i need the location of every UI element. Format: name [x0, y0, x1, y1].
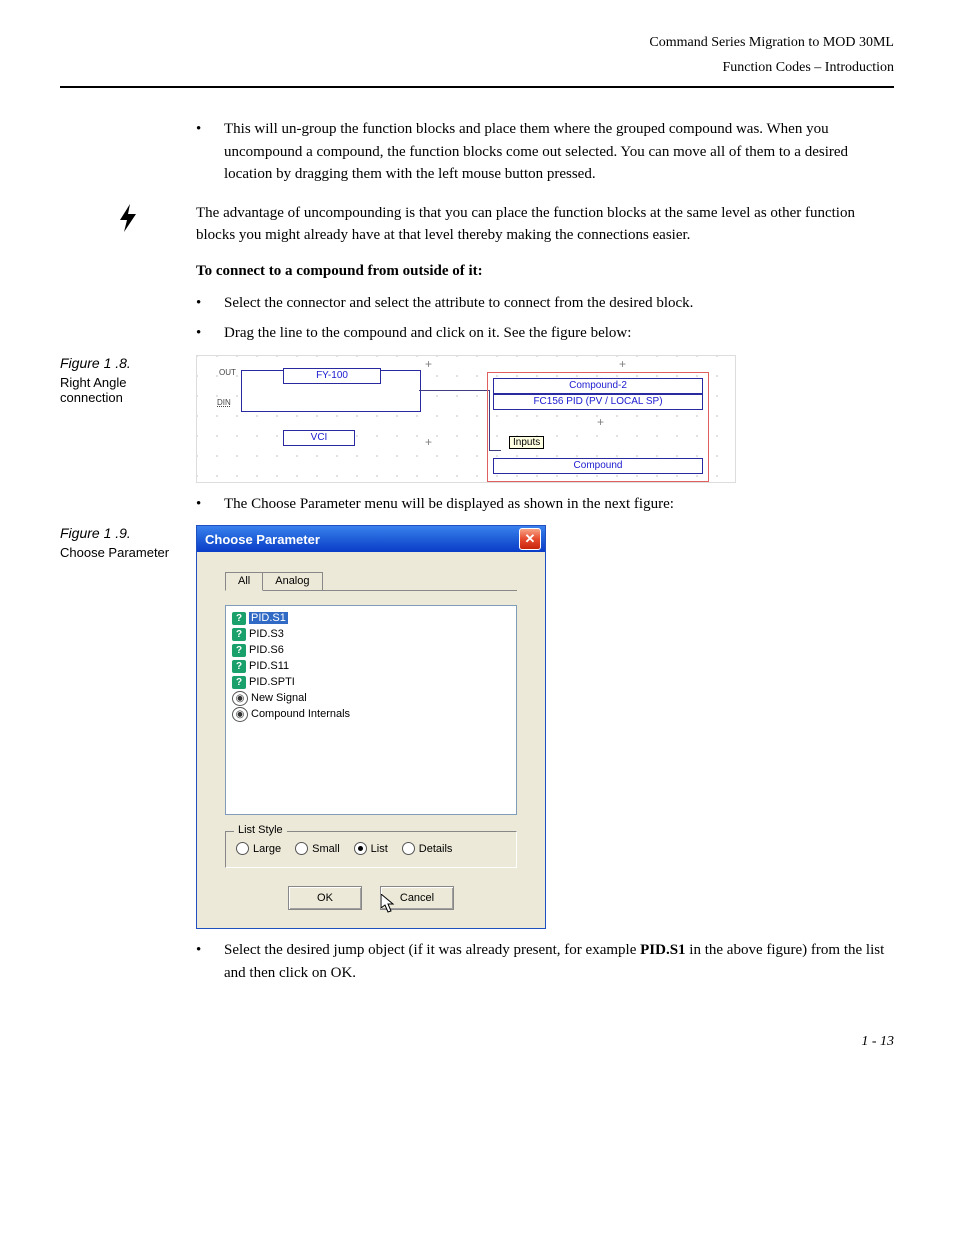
- close-button[interactable]: ✕: [519, 528, 541, 550]
- close-icon: ✕: [525, 531, 536, 547]
- question-icon: ?: [232, 628, 246, 641]
- note-text: The advantage of uncompounding is that y…: [196, 202, 894, 247]
- tab-all[interactable]: All: [225, 572, 263, 591]
- tooltip-inputs: Inputs: [509, 436, 544, 449]
- bullet-dot: •: [196, 292, 224, 315]
- list-style-fieldset: List Style LargeSmallListDetails: [225, 831, 517, 868]
- figure-1-9-caption: Choose Parameter: [60, 545, 169, 560]
- list-item-label: PID.S11: [249, 660, 289, 672]
- tab-underline: [225, 590, 517, 591]
- question-icon: ?: [232, 660, 246, 673]
- ok-button[interactable]: OK: [288, 886, 362, 910]
- list-item-label: New Signal: [251, 692, 307, 704]
- cancel-button[interactable]: Cancel: [380, 886, 454, 910]
- grid-plus: +: [619, 358, 626, 370]
- paragraph-1: This will un-group the function blocks a…: [224, 118, 894, 186]
- bullet-select-jump: Select the desired jump object (if it wa…: [224, 939, 894, 984]
- list-item-label: PID.S6: [249, 644, 284, 656]
- bullet-select-connector: Select the connector and select the attr…: [224, 292, 894, 315]
- figure-1-8-number: Figure 1 .8.: [60, 355, 186, 371]
- list-item-label: Compound Internals: [251, 708, 350, 720]
- grid-plus: +: [425, 358, 432, 370]
- radio-list[interactable]: List: [354, 842, 388, 855]
- dialog-title: Choose Parameter: [205, 532, 320, 547]
- list-item[interactable]: ◉New Signal: [230, 690, 512, 706]
- compound-title[interactable]: Compound-2: [493, 378, 703, 394]
- radio-icon: [354, 842, 367, 855]
- radio-small[interactable]: Small: [295, 842, 340, 855]
- radio-details[interactable]: Details: [402, 842, 453, 855]
- radio-label: Details: [419, 843, 453, 855]
- radio-label: Small: [312, 843, 340, 855]
- bullet-dot: •: [196, 322, 224, 345]
- choose-parameter-dialog: Choose Parameter ✕ AllAnalog ?PID.S1?PID…: [196, 525, 546, 929]
- block-fy100[interactable]: FY-100: [283, 368, 381, 384]
- list-item-label: PID.SPTI: [249, 676, 295, 688]
- bullet-dot: •: [196, 118, 224, 186]
- list-item[interactable]: ?PID.S3: [230, 626, 512, 642]
- radio-icon: [295, 842, 308, 855]
- list-style-radios: Large Small List Details: [236, 842, 506, 855]
- port-din-label: DIN: [217, 398, 231, 407]
- grid-plus: +: [425, 436, 432, 448]
- compound-subtitle: FC156 PID (PV / LOCAL SP): [493, 394, 703, 410]
- page-number: 1 - 13: [60, 1034, 894, 1050]
- bullet-drag-line: Drag the line to the compound and click …: [224, 322, 894, 345]
- question-icon: ?: [232, 644, 246, 657]
- list-item[interactable]: ?PID.S1: [230, 610, 512, 626]
- list-item[interactable]: ?PID.S6: [230, 642, 512, 658]
- header-line-1: Command Series Migration to MOD 30ML: [60, 30, 894, 55]
- radio-label: List: [371, 843, 388, 855]
- header-line-2: Function Codes – Introduction: [60, 55, 894, 80]
- parameter-listbox[interactable]: ?PID.S1?PID.S3?PID.S6?PID.S11?PID.SPTI◉N…: [225, 605, 517, 815]
- list-item[interactable]: ?PID.S11: [230, 658, 512, 674]
- radio-icon: [402, 842, 415, 855]
- block-vci[interactable]: VCI: [283, 430, 355, 446]
- compound-button[interactable]: Compound: [493, 458, 703, 474]
- wire-horizontal: [419, 390, 489, 391]
- list-item-label: PID.S1: [249, 612, 288, 624]
- figure-1-8-diagram: + + + + FY-100 OUT DIN VCI Compound-2 FC…: [196, 355, 736, 483]
- question-icon: ?: [232, 676, 246, 689]
- question-icon: ?: [232, 612, 246, 625]
- dialog-titlebar[interactable]: Choose Parameter ✕: [197, 526, 545, 552]
- figure-1-8-caption: Right Angle connection: [60, 375, 127, 405]
- bullet-dot: •: [196, 493, 224, 516]
- lightning-icon: [60, 202, 196, 239]
- radio-large[interactable]: Large: [236, 842, 281, 855]
- heading-connect: To connect to a compound from outside of…: [196, 263, 894, 280]
- tab-analog[interactable]: Analog: [262, 572, 322, 590]
- figure-1-9-number: Figure 1 .9.: [60, 525, 186, 541]
- header-rule: [60, 86, 894, 88]
- bullet-dot: •: [196, 939, 224, 984]
- list-style-legend: List Style: [234, 824, 287, 836]
- bullet-choose-parameter: The Choose Parameter menu will be displa…: [224, 493, 894, 516]
- circle-icon: ◉: [232, 707, 248, 722]
- list-item-label: PID.S3: [249, 628, 284, 640]
- tabs: AllAnalog: [225, 572, 517, 590]
- list-item[interactable]: ?PID.SPTI: [230, 674, 512, 690]
- circle-icon: ◉: [232, 691, 248, 706]
- radio-icon: [236, 842, 249, 855]
- radio-label: Large: [253, 843, 281, 855]
- list-item[interactable]: ◉Compound Internals: [230, 706, 512, 722]
- port-out-label: OUT: [219, 368, 236, 377]
